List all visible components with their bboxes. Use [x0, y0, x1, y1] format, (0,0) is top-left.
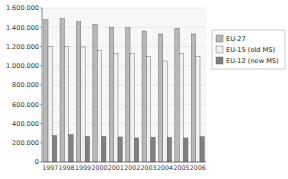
y-axis [42, 8, 43, 162]
y-tick-label: 1.400.000 [6, 24, 39, 32]
bar [93, 24, 97, 162]
bar [167, 137, 171, 162]
grid-line [42, 162, 206, 163]
x-tick-label: 1999 [75, 164, 91, 171]
y-tick-label: 0 [35, 158, 39, 166]
bar [102, 136, 106, 162]
bar [175, 28, 179, 162]
bar [109, 27, 113, 162]
chart: 0 200.000 400.000 600.000 800.000 1.000.000 1.… [0, 0, 288, 179]
bar [142, 31, 146, 162]
bar [44, 20, 48, 162]
bar [130, 53, 134, 162]
bar [196, 57, 200, 162]
bar [134, 138, 138, 162]
bar [60, 19, 64, 162]
bar [81, 47, 85, 162]
bar [158, 34, 162, 162]
legend-swatch [216, 57, 223, 64]
legend-box [212, 30, 285, 69]
bar [126, 28, 130, 162]
x-tick-label: 2001 [108, 164, 124, 171]
bar [184, 138, 188, 162]
bars [44, 19, 205, 162]
grid-line [42, 8, 206, 9]
bar [200, 137, 204, 162]
y-tick-label: 1.200.000 [6, 43, 39, 51]
y-tick-label: 800.000 [12, 81, 39, 89]
bar [52, 136, 56, 162]
x-tick-label: 2000 [91, 164, 107, 171]
x-tick-label: 1997 [42, 164, 58, 171]
bar [97, 50, 101, 162]
bar [118, 137, 122, 162]
bar [179, 53, 183, 162]
x-tick-label: 2002 [124, 164, 140, 171]
bar [146, 57, 150, 162]
bar [64, 47, 68, 163]
y-tick-label: 400.000 [12, 120, 39, 128]
legend-label: EU-12 (new MS) [226, 57, 279, 65]
y-tick-label: 200.000 [12, 139, 39, 147]
plot-area [42, 8, 206, 162]
bar [114, 53, 118, 162]
bar [163, 61, 167, 162]
bar [48, 47, 52, 163]
x-tick-label: 2003 [141, 164, 157, 171]
y-tick-label: 1.000.000 [6, 62, 39, 70]
x-tick-label: 1998 [59, 164, 75, 171]
y-tick-label: 600.000 [12, 101, 39, 109]
legend-swatch [216, 46, 223, 53]
legend-label: EU-27 [226, 35, 246, 43]
bar [191, 34, 195, 162]
x-tick-label: 2005 [173, 164, 189, 171]
bar [76, 21, 80, 162]
y-tick-label: 1.600.000 [6, 4, 39, 12]
x-axis [42, 162, 206, 163]
bar [69, 135, 73, 162]
grid-line [42, 27, 206, 28]
bar [151, 137, 155, 162]
bar [85, 136, 89, 162]
legend-swatch [216, 35, 223, 42]
x-tick-label: 2006 [190, 164, 206, 171]
legend-label: EU-15 (old MS) [226, 46, 275, 54]
x-tick-label: 2004 [157, 164, 173, 171]
